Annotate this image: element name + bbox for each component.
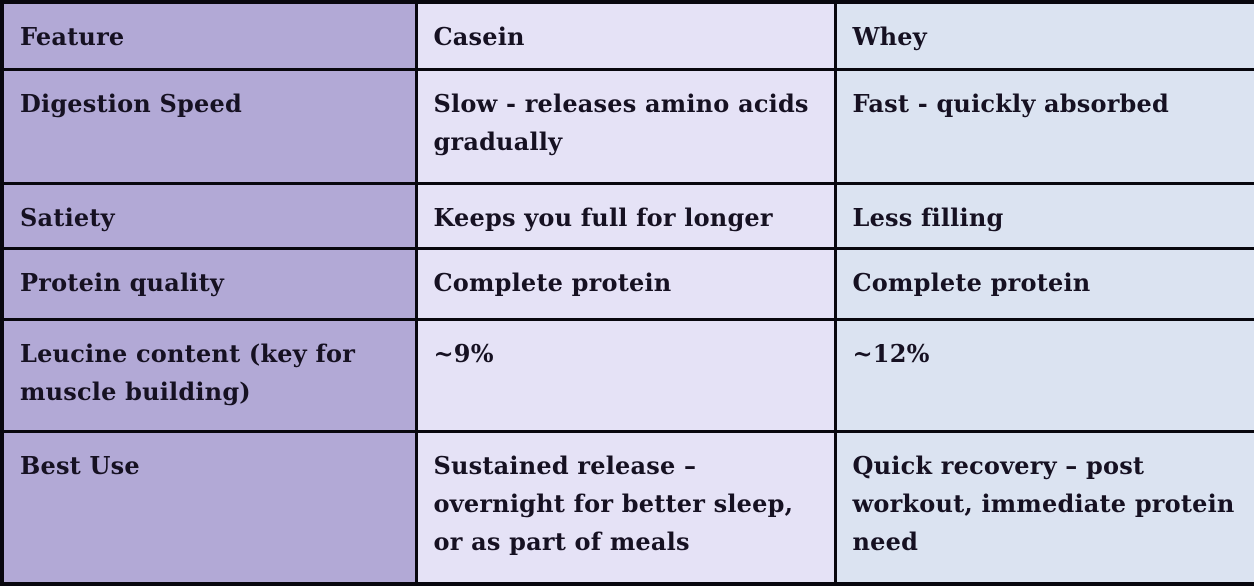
casein-cell: Complete protein <box>414 246 837 321</box>
column-header-casein: Casein <box>414 0 837 71</box>
whey-cell: ~12% <box>833 317 1254 434</box>
row-label: Leucine content (key for muscle building… <box>0 317 418 434</box>
row-label: Protein quality <box>0 246 418 321</box>
whey-cell: Less filling <box>833 181 1254 250</box>
row-label: Satiety <box>0 181 418 250</box>
casein-cell: Keeps you full for longer <box>414 181 837 250</box>
table-row-digestion-speed: Digestion Speed Slow - releases amino ac… <box>0 67 1254 185</box>
row-label: Best Use <box>0 430 418 586</box>
table-row-protein-quality: Protein quality Complete protein Complet… <box>0 246 1254 321</box>
casein-cell: Sustained release – overnight for better… <box>414 430 837 586</box>
casein-cell: Slow - releases amino acids gradually <box>414 67 837 185</box>
whey-cell: Quick recovery – post workout, immediate… <box>833 430 1254 586</box>
casein-cell: ~9% <box>414 317 837 434</box>
table-row-leucine-content: Leucine content (key for muscle building… <box>0 317 1254 434</box>
column-header-whey: Whey <box>833 0 1254 71</box>
whey-cell: Complete protein <box>833 246 1254 321</box>
header-row: Feature Casein Whey <box>0 0 1254 71</box>
row-label: Digestion Speed <box>0 67 418 185</box>
whey-cell: Fast - quickly absorbed <box>833 67 1254 185</box>
column-header-feature: Feature <box>0 0 418 71</box>
table-row-satiety: Satiety Keeps you full for longer Less f… <box>0 181 1254 250</box>
table-row-best-use: Best Use Sustained release – overnight f… <box>0 430 1254 586</box>
